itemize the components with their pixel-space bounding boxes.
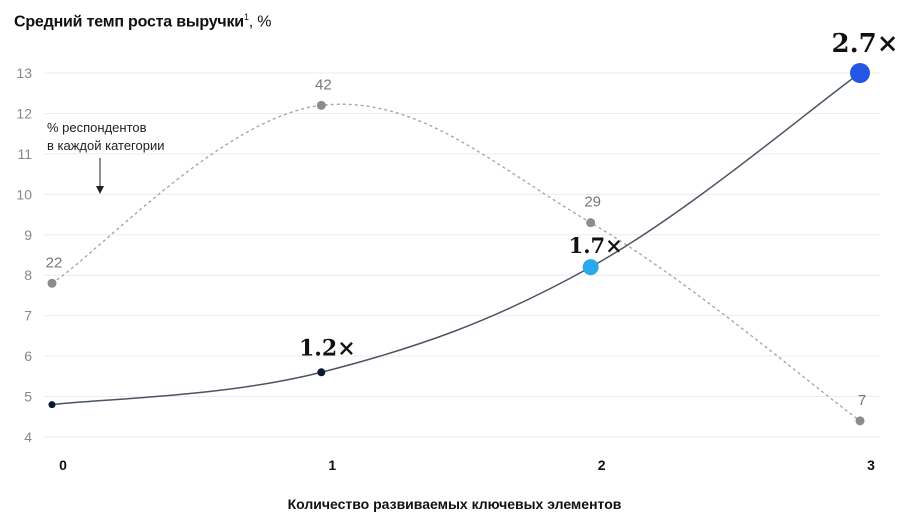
growth-line	[51, 72, 861, 406]
annotation-arrow-head	[96, 186, 104, 194]
respondents-line	[51, 103, 861, 422]
respondents-point	[316, 100, 326, 110]
x-tick-label: 2	[598, 457, 606, 473]
respondents-point	[586, 218, 596, 228]
x-axis-label: Количество развиваемых ключевых элементо…	[287, 496, 622, 512]
y-tick-label: 13	[16, 65, 32, 81]
chart-title-text: Средний темп роста выручки	[14, 13, 244, 31]
respondents-point	[855, 416, 865, 426]
chart-title: Средний темп роста выручки1, %	[14, 12, 271, 31]
growth-point	[317, 368, 326, 377]
annotation-line-2: в каждой категории	[47, 138, 165, 153]
respondents-point-label: 29	[584, 194, 601, 211]
growth-point	[850, 63, 870, 83]
y-tick-label: 11	[17, 146, 32, 162]
chart-title-unit: , %	[248, 13, 272, 31]
annotation-line-1: % респондентов	[47, 120, 147, 135]
growth-multiplier-label: 1.7×	[569, 233, 623, 258]
growth-point	[48, 401, 56, 409]
respondents-point-label: 22	[46, 254, 63, 271]
x-tick-label: 1	[328, 457, 336, 473]
growth-multiplier-label: 1.2×	[299, 335, 356, 361]
y-tick-label: 4	[24, 429, 32, 445]
y-tick-label: 12	[16, 105, 32, 121]
y-tick-label: 8	[24, 267, 32, 283]
chart-title-footnote: 1	[243, 12, 249, 22]
respondents-point-label: 7	[858, 392, 866, 409]
respondents-point	[47, 278, 57, 288]
respondents-point-label: 42	[315, 76, 332, 93]
y-tick-label: 10	[16, 186, 32, 202]
x-tick-label: 3	[867, 457, 875, 473]
growth-point	[582, 259, 599, 276]
y-tick-label: 7	[24, 308, 32, 324]
x-tick-label: 0	[59, 457, 67, 473]
y-tick-label: 5	[24, 389, 32, 405]
y-tick-label: 9	[24, 227, 32, 243]
growth-multiplier-label: 2.7×	[831, 29, 898, 59]
y-tick-label: 6	[24, 348, 32, 364]
